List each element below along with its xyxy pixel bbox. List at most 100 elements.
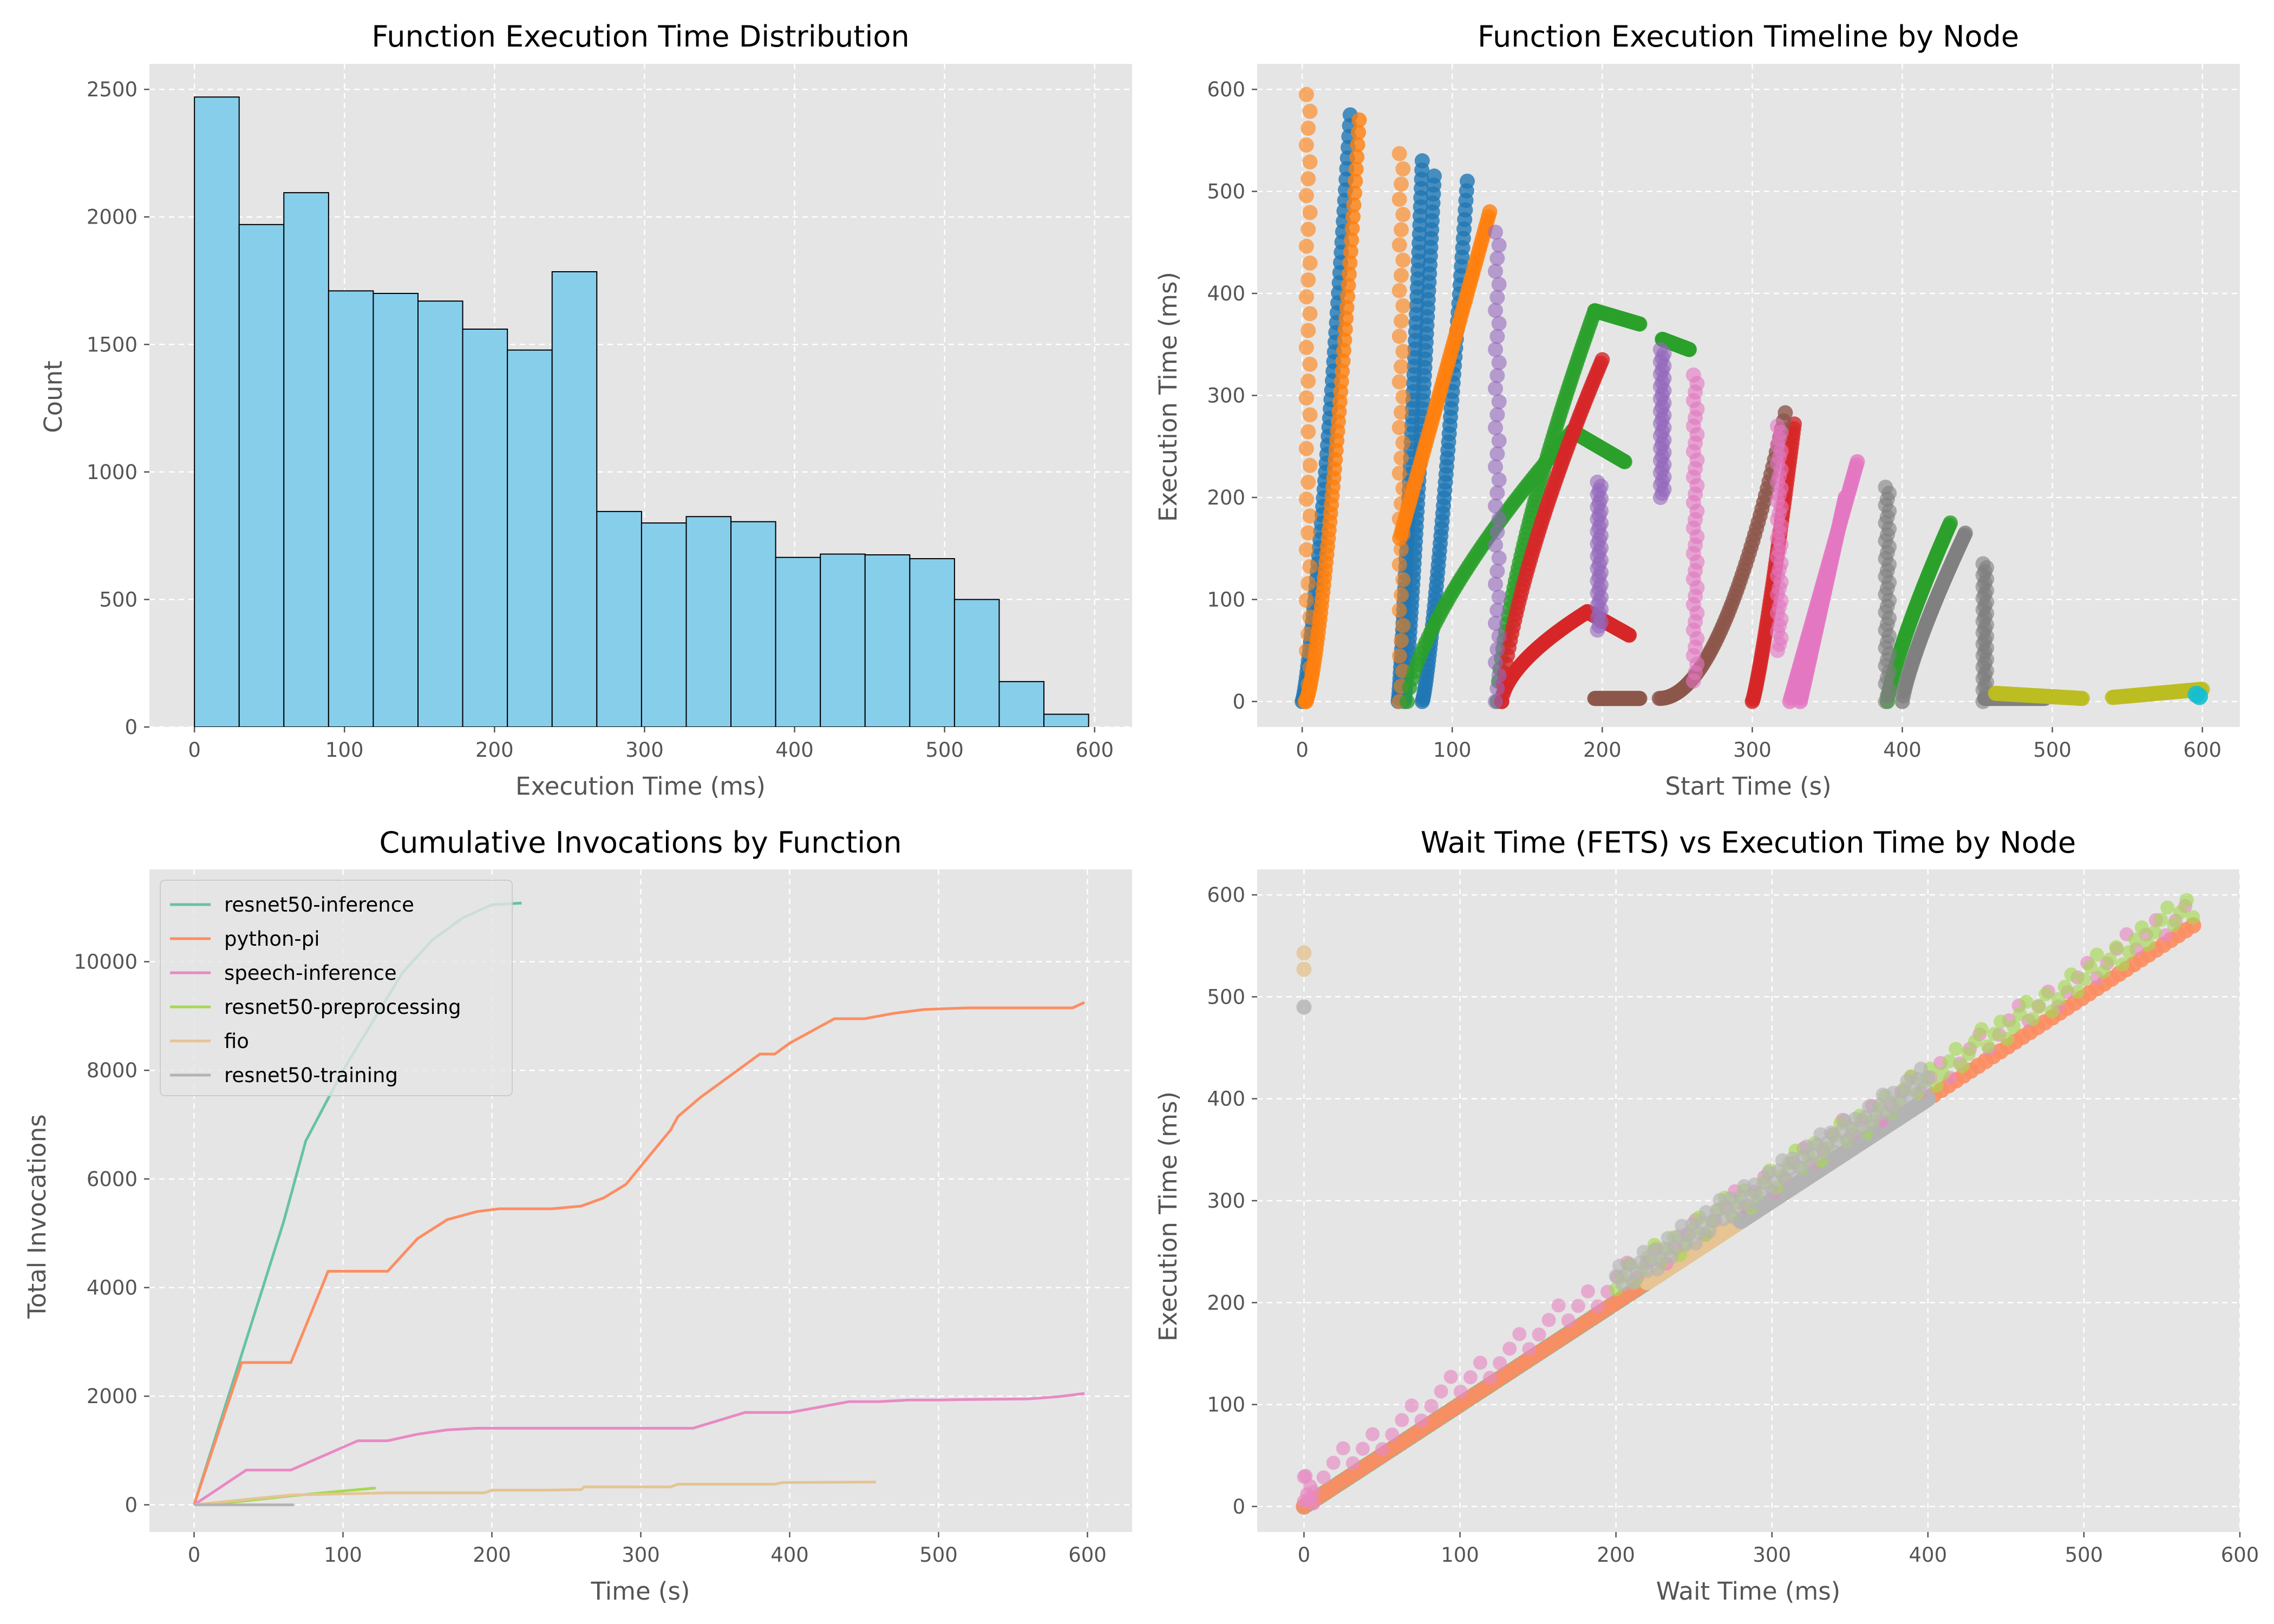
scatter-point	[1298, 1469, 1313, 1483]
x-tick-label: 500	[2065, 1543, 2103, 1567]
x-axis-label: Execution Time (ms)	[515, 772, 766, 801]
histogram-bar	[685, 516, 732, 727]
scatter-point	[1949, 1042, 1963, 1056]
scatter-point	[2109, 940, 2123, 954]
scatter-point	[1936, 1066, 1950, 1081]
scatter-point	[1351, 125, 1367, 140]
scatter-point	[1878, 480, 1893, 495]
y-tick-label: 100	[1207, 588, 1245, 611]
x-tick-label: 300	[625, 738, 664, 762]
x-tick-label: 100	[1433, 738, 1472, 762]
scatter-point	[2045, 1004, 2060, 1019]
scatter-point	[1502, 1341, 1517, 1356]
scatter-point	[1489, 603, 1505, 618]
x-tick-label: 400	[770, 1543, 809, 1567]
histogram-bar	[820, 553, 866, 727]
y-axis-label: Total Invocations	[23, 1114, 51, 1319]
scatter-point	[1571, 1299, 1585, 1313]
scatter-point	[2147, 925, 2162, 940]
legend-label: resnet50-inference	[224, 893, 414, 916]
scatter-point	[1395, 481, 1411, 496]
scatter-point	[1349, 149, 1365, 165]
scatter-point	[1394, 313, 1409, 329]
scatter-point	[1769, 418, 1785, 434]
scatter-point	[1463, 1370, 1478, 1385]
scatter-point	[1391, 648, 1407, 664]
scatter-point	[1343, 244, 1358, 259]
node-series	[1609, 1062, 1935, 1292]
scatter-point	[1488, 459, 1504, 475]
scatter-point	[1346, 197, 1362, 213]
x-axis-label: Wait Time (ms)	[1656, 1577, 1840, 1606]
scatter-point	[1298, 137, 1314, 153]
scatter-point	[1488, 498, 1504, 514]
scatter-point	[2141, 937, 2155, 952]
scatter-point	[1400, 693, 1415, 709]
scatter-point	[1395, 161, 1411, 176]
scatter-point	[1302, 256, 1318, 271]
scatter-point	[1391, 466, 1407, 481]
scatter-point	[1974, 1022, 1989, 1037]
scatter-point	[1301, 626, 1316, 642]
scatter-point	[1443, 1370, 1458, 1384]
scatter-point	[1296, 999, 1312, 1015]
legend-label: speech-inference	[224, 961, 397, 985]
scatter-point	[1302, 205, 1318, 220]
plot-content	[194, 96, 1089, 727]
histogram-bar	[551, 271, 598, 727]
scatter-point	[1344, 221, 1360, 237]
x-tick-label: 600	[1075, 738, 1114, 762]
scatter-point	[1301, 677, 1316, 692]
scatter-point	[1920, 1070, 1935, 1085]
scatter-point	[1395, 435, 1411, 450]
scatter-point	[1302, 356, 1318, 372]
scatter-point	[2070, 984, 2085, 999]
plot-content	[1295, 87, 2210, 709]
x-tick-label: 200	[1583, 738, 1622, 762]
scatter-point	[1929, 1079, 1944, 1093]
scatter-point	[1395, 298, 1411, 313]
scatter-point	[1394, 541, 1409, 557]
scatter-point	[2051, 992, 2066, 1006]
chart-title: Function Execution Time Distribution	[371, 19, 909, 54]
x-axis-label: Start Time (s)	[1665, 772, 1831, 801]
y-tick-label: 1500	[87, 333, 138, 356]
x-tick-label: 0	[188, 738, 201, 762]
histogram-bar	[238, 224, 285, 727]
scatter-point	[1632, 316, 1648, 332]
y-tick-label: 500	[99, 588, 138, 611]
scatter-point	[1301, 272, 1316, 288]
y-tick-label: 0	[1232, 690, 1245, 713]
histogram-bar	[775, 556, 821, 727]
scatter-point	[1298, 542, 1314, 558]
x-tick-label: 100	[1441, 1543, 1479, 1567]
scatter-point	[2019, 994, 2034, 1009]
legend-label: python-pi	[224, 927, 320, 951]
y-tick-label: 6000	[87, 1168, 138, 1191]
scatter-point	[1459, 173, 1475, 189]
scatter-point	[1341, 278, 1356, 293]
scatter-point	[2122, 945, 2136, 959]
scatter-point	[1391, 146, 1407, 161]
scatter-point	[2038, 987, 2053, 1001]
scatter-point	[1301, 525, 1316, 541]
scatter-point	[1301, 221, 1316, 237]
scatter-point	[1394, 222, 1409, 238]
scatter-point	[1302, 306, 1318, 322]
x-tick-label: 600	[1068, 1543, 1107, 1567]
series-line	[194, 1481, 877, 1507]
y-tick-label: 300	[1207, 384, 1245, 408]
scatter-point	[1590, 474, 1605, 490]
scatter-point	[1424, 1399, 1439, 1413]
scatter-point	[1414, 1413, 1429, 1428]
scatter-point	[1298, 643, 1314, 659]
scatter-point	[1489, 329, 1505, 344]
scatter-point	[1394, 587, 1409, 603]
x-tick-label: 400	[1909, 1543, 1947, 1567]
scatter-point	[1302, 660, 1318, 676]
node-series	[1488, 224, 1672, 709]
scatter-point	[1340, 289, 1356, 304]
scatter-point	[1298, 339, 1314, 355]
x-tick-label: 300	[1753, 1543, 1791, 1567]
